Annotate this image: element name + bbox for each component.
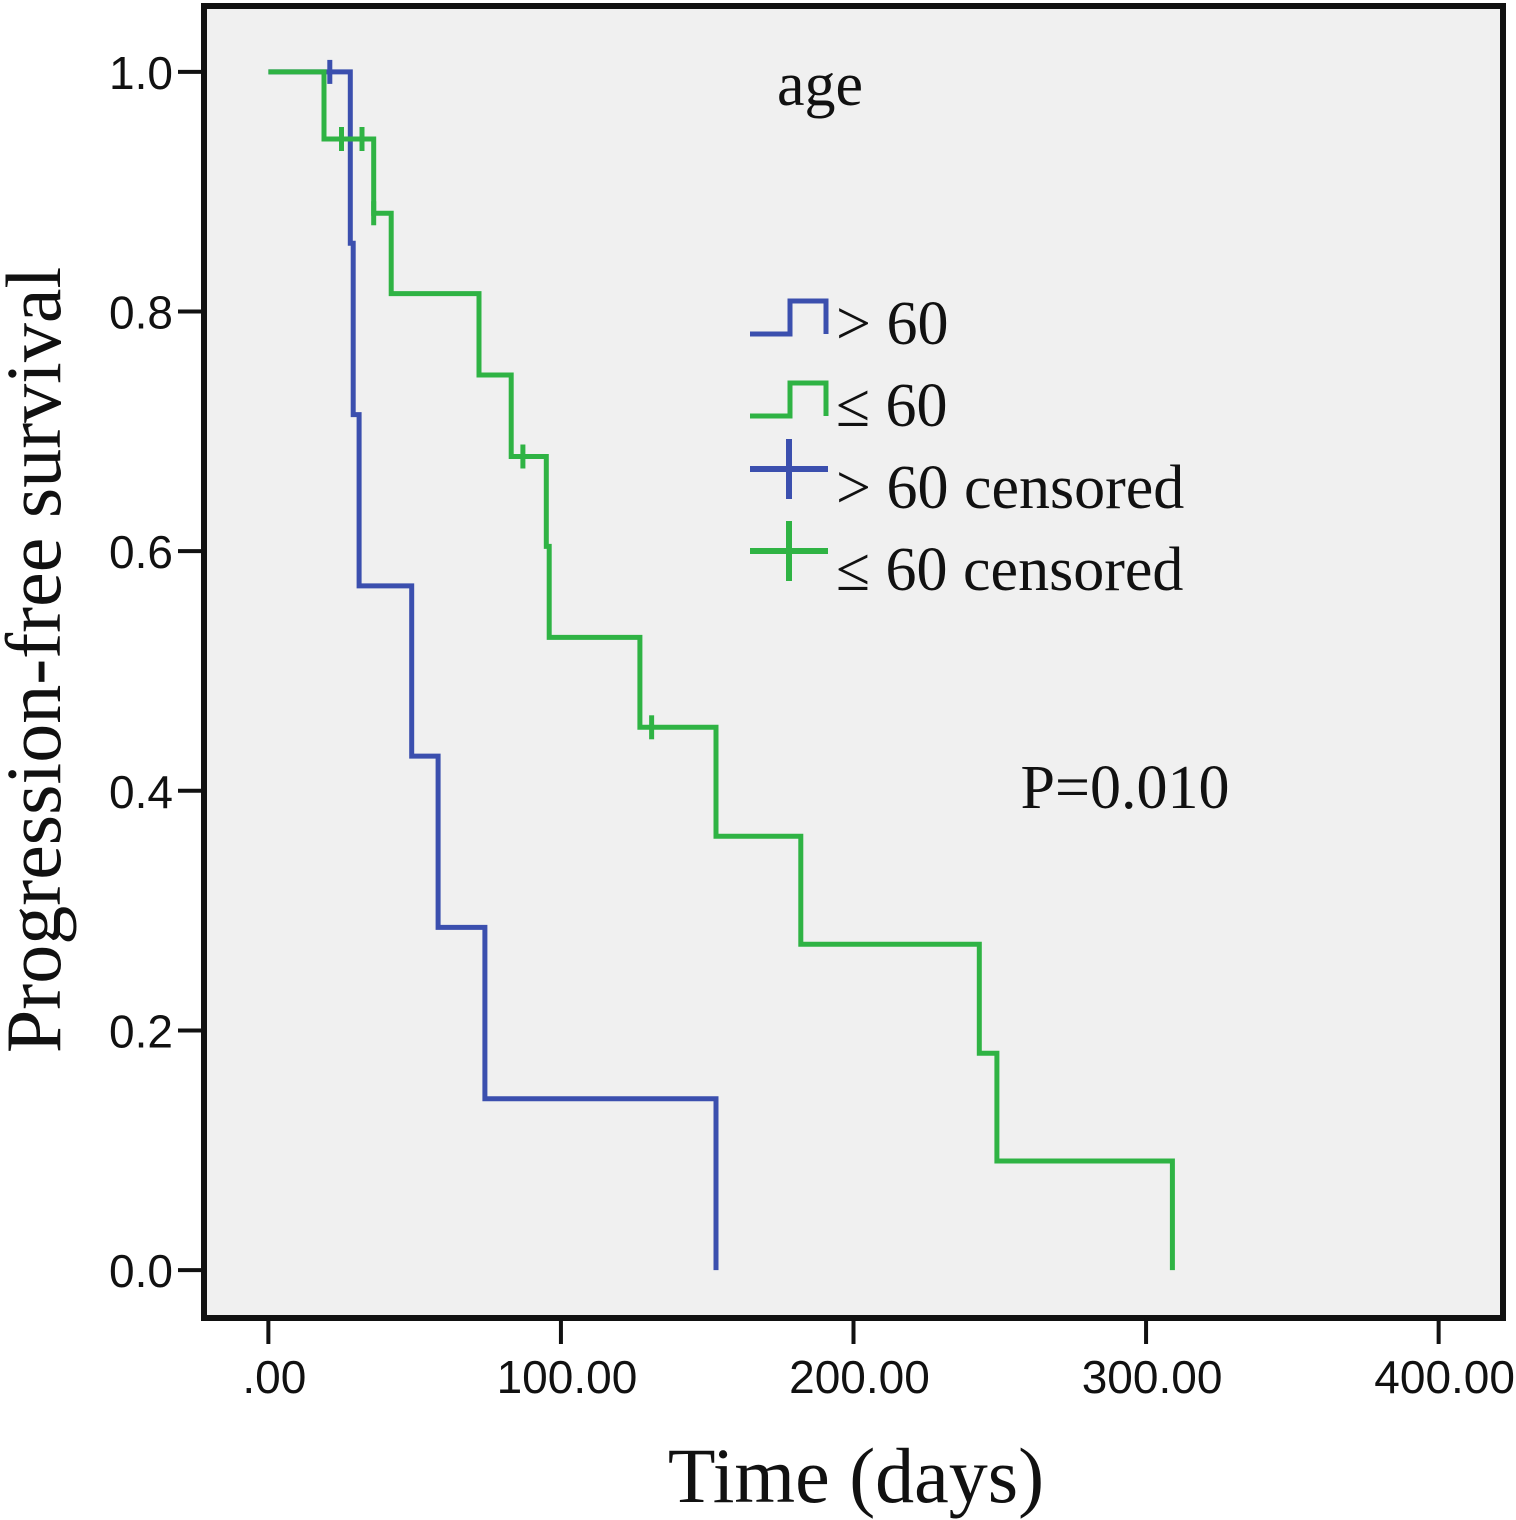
y-axis: 0.0 0.2 0.4 0.6 0.8 1.0: [109, 47, 204, 1297]
y-tick-label-0: 0.0: [109, 1245, 173, 1297]
x-tick-label-0: .00: [242, 1351, 306, 1403]
x-axis-label: Time (days): [668, 1432, 1044, 1519]
legend-label-1: ≤ 60: [836, 372, 948, 440]
chart-title: age: [777, 51, 863, 119]
x-tick-label-4: 400.00: [1374, 1351, 1515, 1403]
y-axis-label: Progression-free survival: [0, 267, 77, 1053]
x-tick-label-2: 200.00: [789, 1351, 930, 1403]
series-line-1: [268, 69, 1175, 1271]
y-tick-label-3: 0.6: [109, 526, 173, 578]
legend-label-3: ≤ 60 censored: [836, 536, 1183, 604]
x-tick-label-1: 100.00: [497, 1351, 638, 1403]
y-tick-label-2: 0.4: [109, 766, 173, 818]
y-tick-label-5: 1.0: [109, 47, 173, 99]
legend-swatch-0: [750, 298, 829, 337]
x-tick-label-3: 300.00: [1082, 1351, 1223, 1403]
legend-swatch-2: [750, 439, 828, 499]
x-axis: .00 100.00 200.00 300.00 400.00: [242, 1318, 1515, 1403]
legend-swatch-1: [750, 380, 829, 419]
legend-label-2: > 60 censored: [836, 454, 1184, 522]
plot-area: [201, 3, 1506, 1321]
legend-swatch-3: [750, 521, 828, 581]
series-layer: [268, 59, 1175, 1271]
y-tick-label-4: 0.8: [109, 287, 173, 339]
series-line-0: [268, 69, 719, 1271]
legend: > 60 ≤ 60 > 60 censored ≤ 60 censored: [750, 290, 1184, 604]
p-value-annotation: P=0.010: [1021, 754, 1230, 822]
legend-label-0: > 60: [836, 290, 948, 358]
y-tick-label-1: 0.2: [109, 1005, 173, 1057]
